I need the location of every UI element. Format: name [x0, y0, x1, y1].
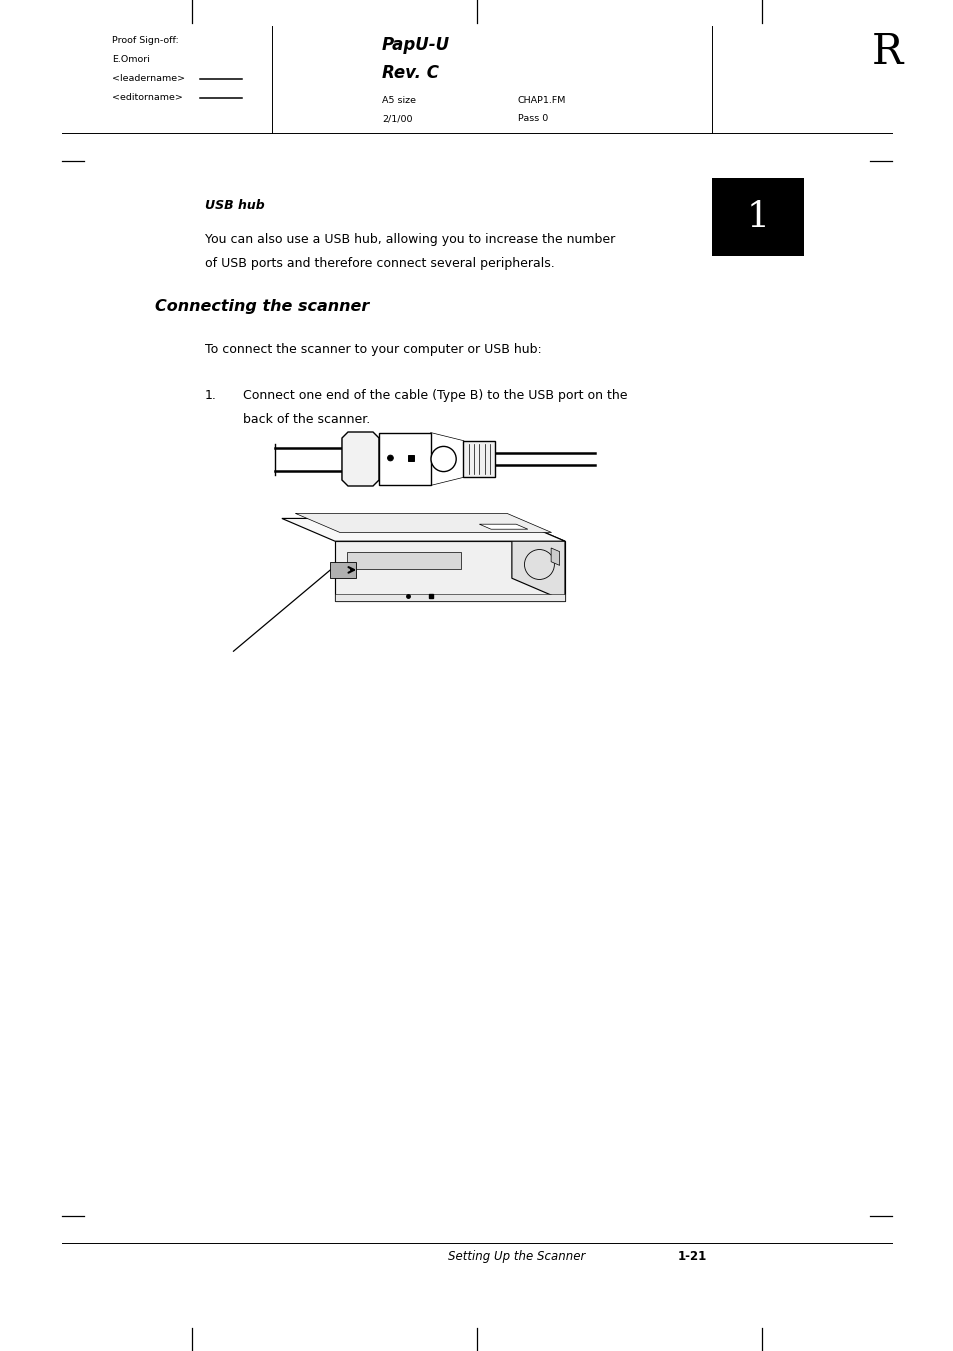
Polygon shape: [335, 594, 564, 601]
Circle shape: [524, 550, 554, 580]
Text: Proof Sign-off:: Proof Sign-off:: [112, 36, 178, 45]
Polygon shape: [281, 519, 564, 542]
Polygon shape: [431, 434, 463, 485]
Bar: [341, 438, 378, 480]
Circle shape: [431, 446, 456, 471]
Text: of USB ports and therefore connect several peripherals.: of USB ports and therefore connect sever…: [205, 257, 554, 270]
Polygon shape: [478, 524, 527, 530]
Text: Connect one end of the cable (Type B) to the USB port on the: Connect one end of the cable (Type B) to…: [243, 389, 627, 403]
Polygon shape: [330, 562, 355, 578]
Text: E.Omori: E.Omori: [112, 55, 150, 63]
Circle shape: [387, 455, 393, 461]
Text: Connecting the scanner: Connecting the scanner: [154, 299, 369, 313]
Text: A5 size: A5 size: [381, 96, 416, 105]
Text: <leadername>: <leadername>: [112, 74, 185, 82]
Text: R: R: [871, 31, 902, 73]
Polygon shape: [551, 549, 559, 565]
Text: To connect the scanner to your computer or USB hub:: To connect the scanner to your computer …: [205, 343, 541, 357]
Text: 1.: 1.: [205, 389, 216, 403]
Text: <editorname>: <editorname>: [112, 93, 183, 101]
Polygon shape: [512, 519, 564, 601]
Bar: [711, 178, 803, 255]
Text: 1: 1: [745, 200, 769, 234]
Text: 1-21: 1-21: [678, 1250, 706, 1263]
Text: back of the scanner.: back of the scanner.: [243, 413, 370, 426]
Polygon shape: [335, 542, 564, 601]
Polygon shape: [341, 432, 378, 486]
Polygon shape: [346, 553, 461, 569]
Text: You can also use a USB hub, allowing you to increase the number: You can also use a USB hub, allowing you…: [205, 232, 615, 246]
Text: Pass 0: Pass 0: [517, 113, 548, 123]
Text: Rev. C: Rev. C: [381, 63, 438, 82]
Text: USB hub: USB hub: [205, 199, 265, 212]
Polygon shape: [295, 513, 551, 532]
Bar: [378, 434, 431, 485]
Text: 2/1/00: 2/1/00: [381, 113, 412, 123]
Text: PapU-U: PapU-U: [381, 36, 450, 54]
Bar: [408, 455, 414, 461]
Text: Setting Up the Scanner: Setting Up the Scanner: [447, 1250, 584, 1263]
Bar: [463, 440, 495, 477]
Text: CHAP1.FM: CHAP1.FM: [517, 96, 566, 105]
